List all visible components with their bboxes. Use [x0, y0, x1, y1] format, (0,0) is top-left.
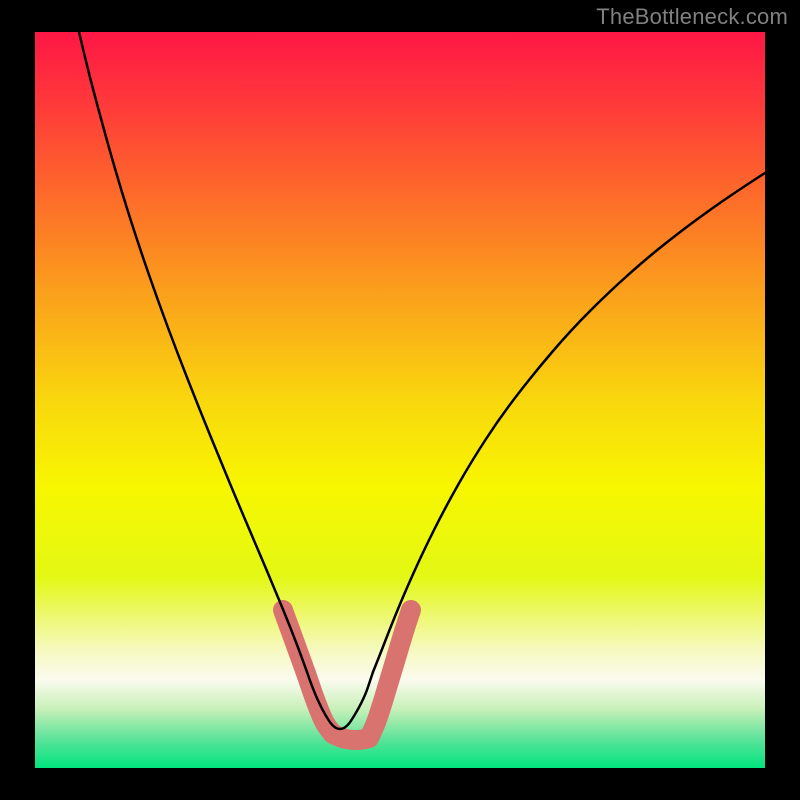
chart-curves-svg	[35, 32, 765, 768]
curve-right-branch	[373, 173, 765, 672]
watermark-text: TheBottleneck.com	[596, 4, 788, 30]
chart-plot-area	[35, 32, 765, 768]
curve-left-branch	[79, 32, 307, 672]
